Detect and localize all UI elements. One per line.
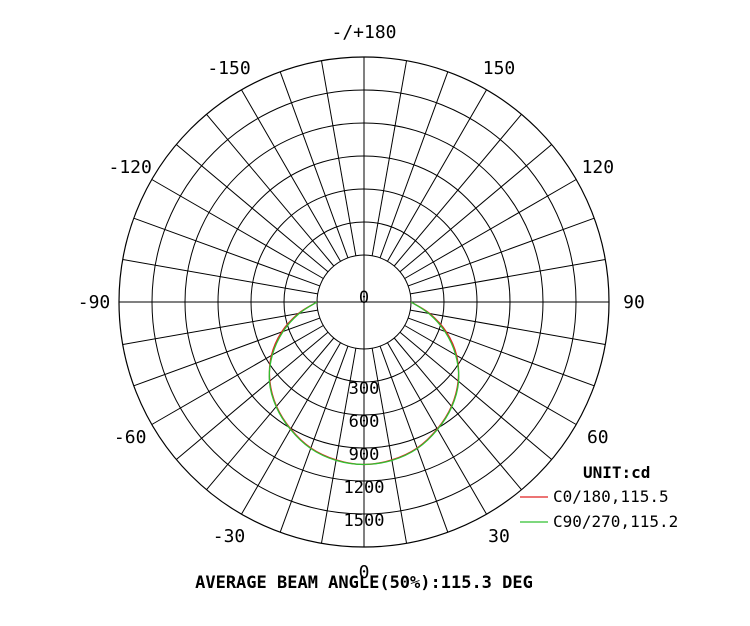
angle-label-90: 90 — [623, 292, 645, 313]
spoke-150 — [387, 89, 487, 262]
spoke-170 — [371, 60, 408, 256]
legend-label-c90: C90/270,115.2 — [553, 512, 678, 531]
angle-label-0: 0 — [359, 562, 370, 583]
spoke-280 — [122, 309, 318, 346]
unit-label: UNIT:cd — [583, 463, 650, 482]
spoke-230 — [175, 144, 329, 273]
angle-label-120: 120 — [582, 157, 615, 178]
spoke-310 — [175, 331, 329, 460]
spoke-20 — [379, 345, 449, 533]
intensity-curves — [268, 301, 460, 466]
spoke-290 — [133, 317, 321, 387]
spoke-300 — [151, 325, 324, 425]
spoke-110 — [407, 217, 595, 287]
spoke-260 — [122, 258, 318, 295]
spoke-100 — [410, 258, 606, 295]
angle-label-60: 60 — [587, 427, 609, 448]
angle-label-150: 150 — [483, 58, 516, 79]
spoke-340 — [279, 345, 349, 533]
radial-label-1500: 1500 — [344, 511, 385, 531]
angle-label--60: -60 — [114, 427, 147, 448]
legend: C0/180,115.5 C90/270,115.2 — [520, 487, 678, 531]
radial-label-1200: 1200 — [344, 478, 385, 498]
curve-series-1 — [268, 301, 460, 466]
spoke-240 — [151, 179, 324, 279]
spoke-250 — [133, 217, 321, 287]
spoke-190 — [320, 60, 357, 256]
legend-label-c0: C0/180,115.5 — [553, 487, 669, 506]
radial-label-600: 600 — [349, 412, 380, 432]
spoke-320 — [206, 337, 335, 491]
polar-grid — [118, 56, 610, 548]
radial-label-0: 0 — [359, 288, 369, 308]
spoke-220 — [206, 113, 335, 267]
spoke-350 — [320, 348, 357, 544]
angle-label--90: -90 — [78, 292, 111, 313]
spoke-160 — [379, 71, 449, 259]
radial-label-300: 300 — [349, 379, 380, 399]
spoke-40 — [393, 337, 522, 491]
beam-angle-footer: AVERAGE BEAM ANGLE(50%):115.3 DEG — [195, 573, 533, 593]
spoke-10 — [371, 348, 408, 544]
spoke-140 — [393, 113, 522, 267]
spoke-60 — [404, 325, 577, 425]
angle-labels: -/+180 150 -150 120 -120 90 -90 60 -60 30 -30 0 — [78, 22, 645, 583]
spoke-50 — [399, 331, 553, 460]
spoke-80 — [410, 309, 606, 346]
spoke-200 — [279, 71, 349, 259]
radial-labels: 0 300 600 900 1200 1500 — [344, 288, 385, 531]
spoke-210 — [241, 89, 341, 262]
angle-label--30: -30 — [213, 526, 246, 547]
radial-label-900: 900 — [349, 445, 380, 465]
angle-label--120: -120 — [108, 157, 151, 178]
spoke-120 — [404, 179, 577, 279]
spoke-70 — [407, 317, 595, 387]
angle-label-30: 30 — [488, 526, 510, 547]
angle-label--150: -150 — [207, 58, 250, 79]
angle-label-180: -/+180 — [331, 22, 396, 43]
spoke-130 — [399, 144, 553, 273]
